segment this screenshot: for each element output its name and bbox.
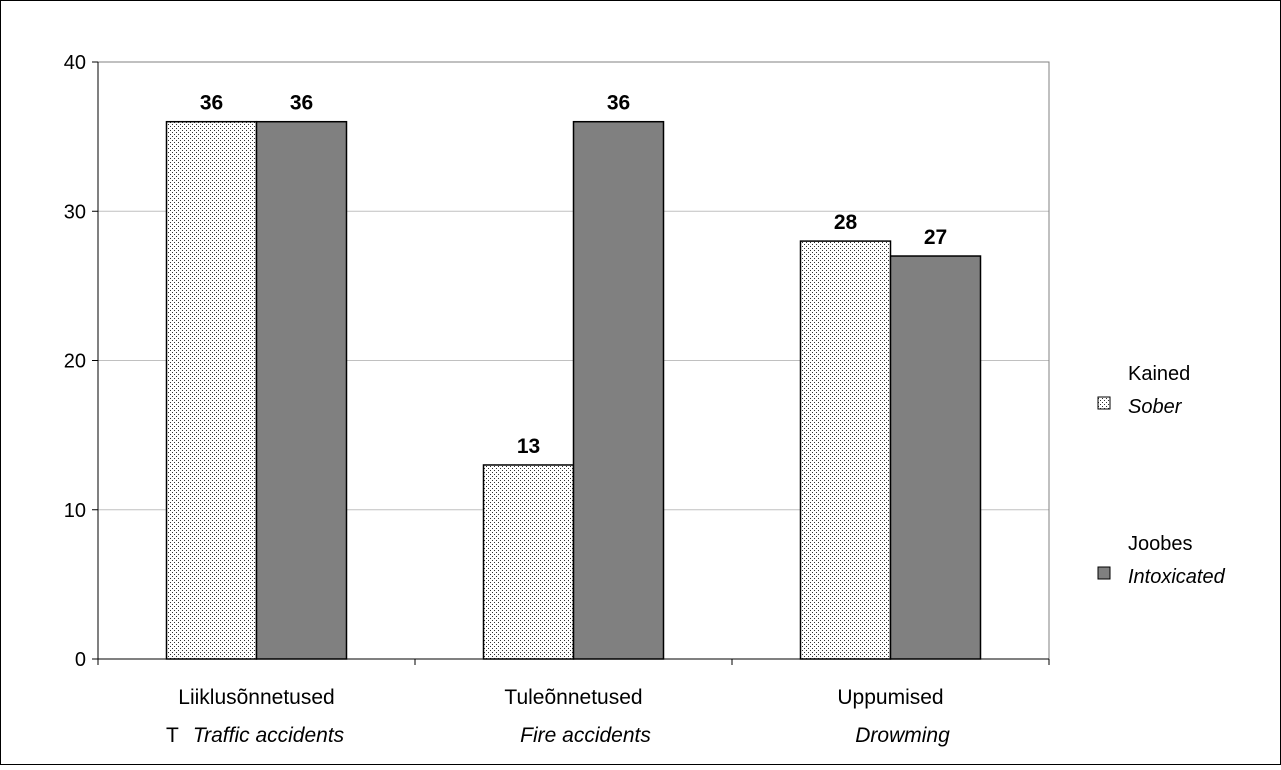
- x-tick-sublabel: Traffic accidents: [193, 724, 345, 747]
- bar: [889, 255, 982, 660]
- y-tick-label: 20: [64, 351, 86, 373]
- bar: [165, 120, 258, 660]
- y-tick-label: 0: [75, 649, 86, 671]
- bar: [799, 240, 892, 660]
- bars: [165, 120, 982, 660]
- data-label: 28: [834, 211, 858, 234]
- data-label: 36: [290, 92, 313, 115]
- data-labels: 36 36 13 36 28 27: [200, 92, 947, 458]
- legend-swatch: [1097, 396, 1111, 410]
- legend-sublabel: Sober: [1128, 396, 1183, 418]
- bar: [482, 464, 575, 660]
- data-label: 13: [517, 435, 540, 458]
- legend-sublabel: Intoxicated: [1128, 566, 1226, 588]
- x-tick-label: Tuleõnnetused: [504, 686, 642, 709]
- axes: [92, 61, 1050, 665]
- data-label: 36: [607, 92, 630, 115]
- x-tick-sublabel: Fire accidents: [520, 724, 651, 747]
- y-tick-label: 40: [64, 52, 86, 74]
- x-tick-label: Uppumised: [837, 686, 943, 709]
- data-label: 27: [924, 226, 947, 249]
- y-tick-label: 30: [64, 201, 86, 223]
- x-tick-sublabel: Drowming: [855, 724, 950, 747]
- y-tick-labels: 0 10 20 30 40: [64, 52, 86, 671]
- legend: Kained Sober Joobes Intoxicated: [1097, 363, 1226, 588]
- legend-label: Kained: [1128, 363, 1190, 385]
- bar: [255, 120, 348, 660]
- x-tick-label: Liiklusõnnetused: [178, 686, 334, 709]
- bar: [572, 120, 665, 660]
- x-tick-labels: Liiklusõnnetused Traffic accidents T Tuleõn…: [166, 686, 950, 747]
- legend-label: Joobes: [1128, 533, 1193, 555]
- legend-swatch: [1097, 566, 1111, 580]
- data-label: 36: [200, 92, 223, 115]
- y-tick-label: 10: [64, 500, 86, 522]
- x-tick-prefix: T: [166, 724, 179, 747]
